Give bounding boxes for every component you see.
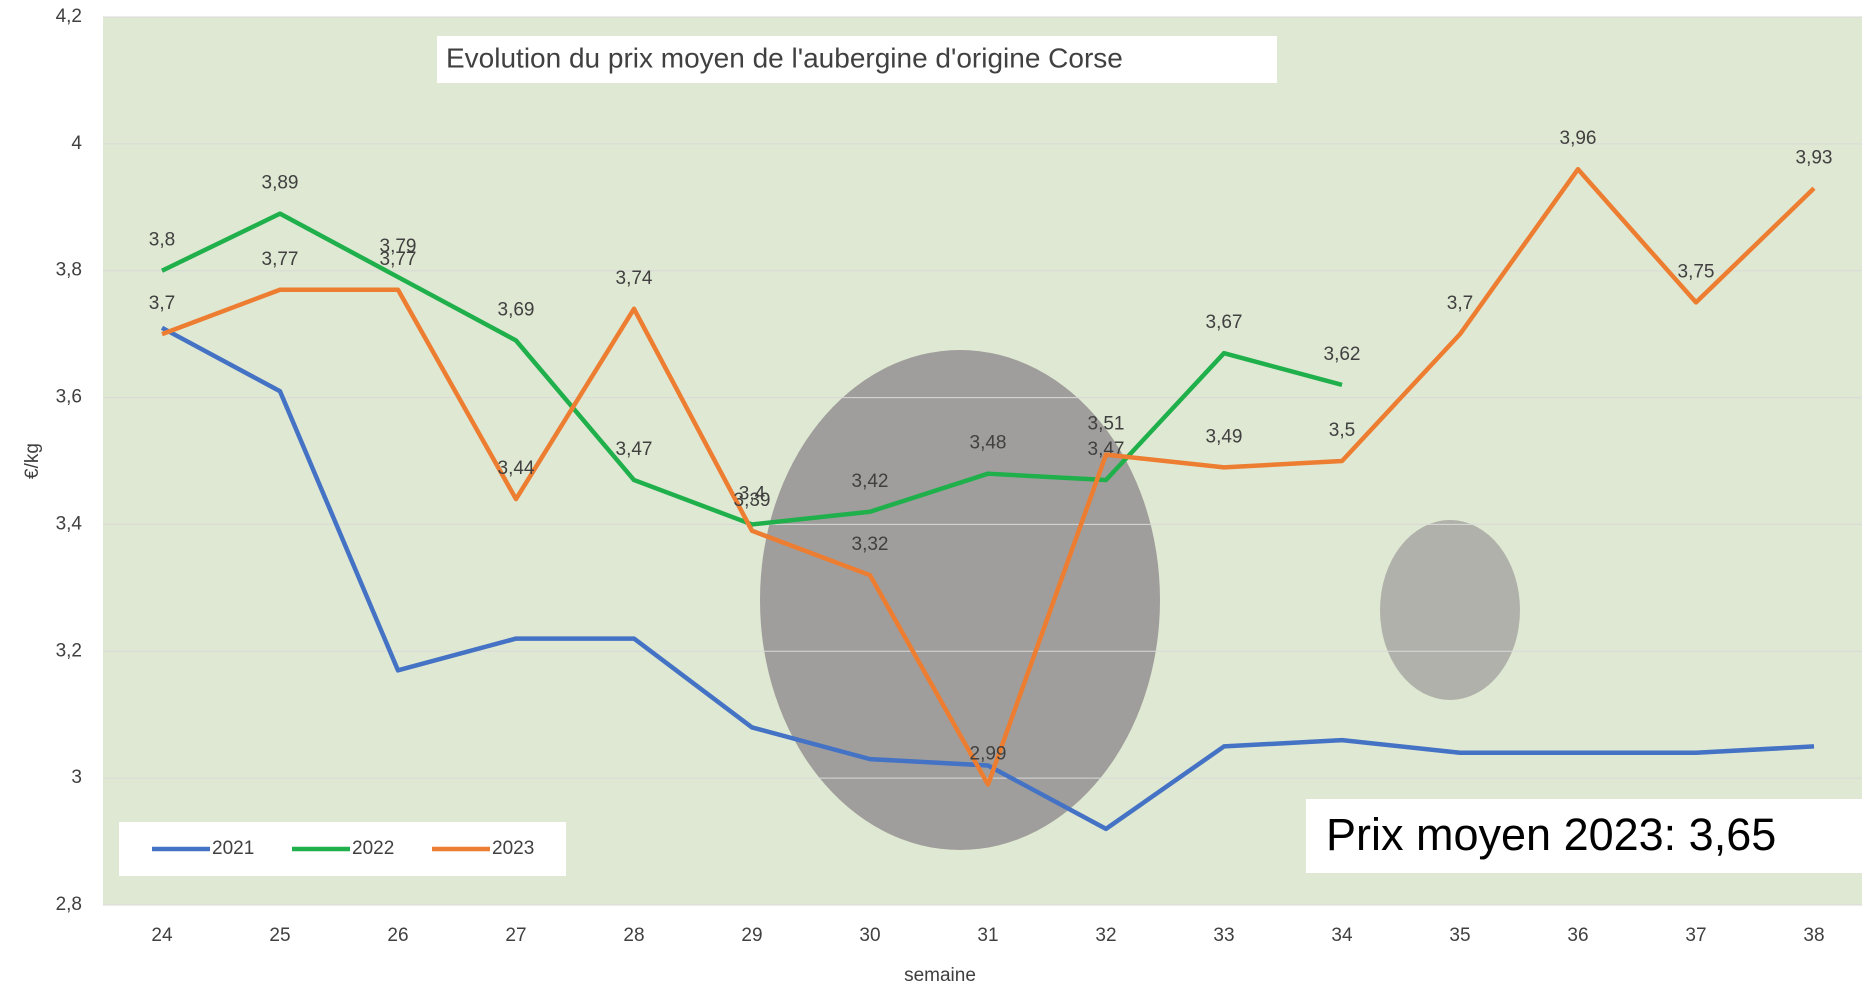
y-tick-label: 4 [71, 133, 82, 154]
chart: Evolution du prix moyen de l'aubergine d… [0, 0, 1862, 989]
x-tick-label: 37 [1685, 925, 1706, 946]
data-label: 3,49 [1206, 426, 1243, 447]
annotation: Prix moyen 2023: 3,65 [1326, 809, 1776, 860]
x-tick-label: 32 [1095, 925, 1116, 946]
x-tick-label: 36 [1567, 925, 1588, 946]
data-label: 3,7 [149, 293, 175, 314]
x-tick-label: 25 [269, 925, 290, 946]
y-tick-label: 3,2 [56, 640, 82, 661]
data-label: 3,51 [1088, 414, 1125, 435]
data-label: 3,48 [970, 433, 1007, 454]
data-label: 3,93 [1796, 147, 1833, 168]
chart-title: Evolution du prix moyen de l'aubergine d… [446, 42, 1123, 73]
y-tick-label: 3,8 [56, 260, 82, 281]
data-label: 3,62 [1324, 344, 1361, 365]
x-tick-label: 30 [859, 925, 880, 946]
data-label: 3,44 [498, 458, 535, 479]
y-axis-label: €/kg [22, 443, 43, 479]
legend-label: 2021 [212, 838, 254, 859]
legend-label: 2023 [492, 838, 534, 859]
y-tick-label: 4,2 [56, 6, 82, 27]
y-tick-label: 3,6 [56, 387, 82, 408]
legend-label: 2022 [352, 838, 394, 859]
data-label: 3,77 [262, 249, 299, 270]
data-label: 3,8 [149, 230, 175, 251]
y-tick-label: 2,8 [56, 894, 82, 915]
x-tick-label: 24 [151, 925, 173, 946]
x-tick-label: 34 [1331, 925, 1353, 946]
data-label: 3,42 [852, 471, 889, 492]
data-label: 3,67 [1206, 312, 1243, 333]
x-tick-label: 38 [1803, 925, 1824, 946]
data-label: 3,39 [734, 490, 771, 511]
x-tick-label: 28 [623, 925, 644, 946]
data-label: 3,7 [1447, 293, 1473, 314]
data-label: 3,96 [1560, 128, 1597, 149]
data-label: 2,99 [970, 744, 1007, 765]
data-label: 3,69 [498, 300, 535, 321]
data-label: 3,77 [380, 249, 417, 270]
x-tick-label: 29 [741, 925, 762, 946]
data-label: 3,5 [1329, 420, 1355, 441]
data-label: 3,89 [262, 173, 299, 194]
y-tick-label: 3,4 [56, 513, 83, 534]
background-photo [1380, 520, 1520, 700]
x-tick-label: 31 [977, 925, 998, 946]
data-label: 3,47 [616, 439, 653, 460]
x-tick-label: 35 [1449, 925, 1470, 946]
x-axis-label: semaine [904, 965, 976, 986]
x-tick-label: 33 [1213, 925, 1234, 946]
x-tick-label: 26 [387, 925, 408, 946]
y-tick-label: 3 [71, 767, 82, 788]
data-label: 3,74 [616, 268, 653, 289]
data-label: 3,75 [1678, 261, 1715, 282]
x-tick-label: 27 [505, 925, 526, 946]
data-label: 3,32 [852, 534, 889, 555]
